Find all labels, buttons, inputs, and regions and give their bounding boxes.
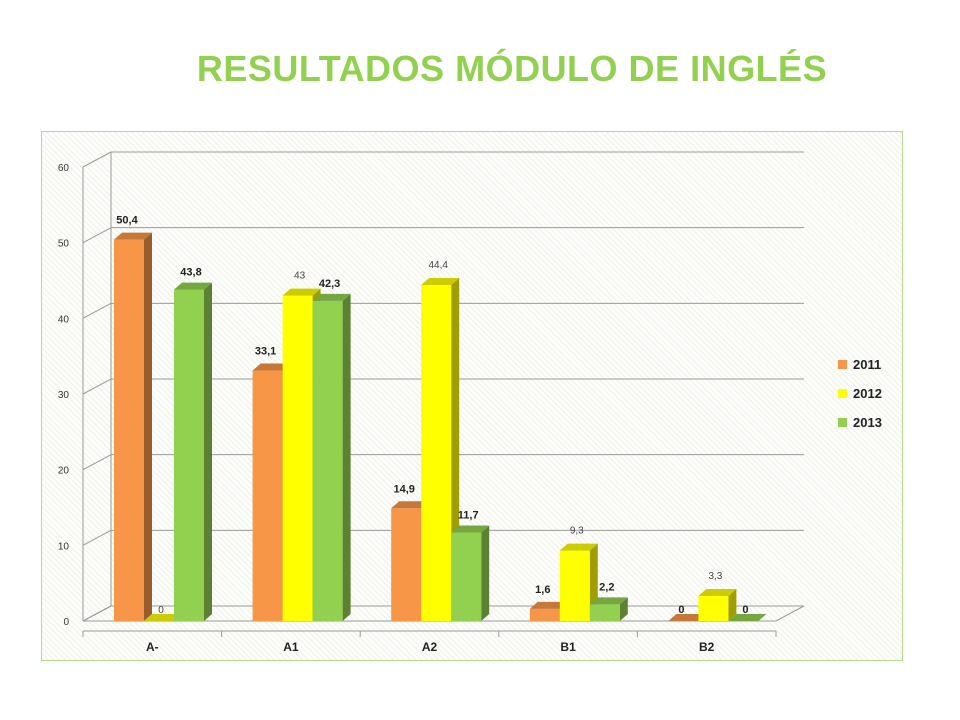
- y-tick-label: 0: [63, 617, 69, 628]
- legend-label-2011: 2011: [853, 357, 881, 372]
- bar-2011-B1: [529, 608, 560, 621]
- data-label-2011-A1: 33,1: [255, 346, 276, 358]
- data-label-2012-A-: 0: [158, 605, 164, 616]
- bar-top-2012-B1: [559, 543, 598, 551]
- bar-top-2011-A2: [391, 501, 430, 509]
- bar-2013-B1: [589, 604, 620, 621]
- bar-2012-B1: [559, 550, 590, 621]
- legend-label-2013: 2013: [853, 415, 882, 430]
- data-label-2013-B2: 0: [742, 604, 748, 616]
- y-tick-label: 20: [58, 466, 70, 477]
- bar-side-2013-A-: [204, 282, 212, 621]
- bar-top-2012-B2: [698, 589, 737, 597]
- data-label-2012-B2: 3,3: [708, 571, 722, 582]
- y-tick-label: 60: [58, 163, 70, 174]
- gridline-side: [82, 227, 112, 244]
- bar-top-2013-B1: [589, 597, 628, 605]
- bar-top-2013-A-: [174, 282, 212, 290]
- x-tick-label: A2: [422, 640, 438, 654]
- bar-2012-A1: [282, 295, 313, 621]
- x-tick-label: A-: [146, 640, 159, 654]
- bar-top-2013-B2: [728, 614, 767, 621]
- legend-swatch-2012: [838, 389, 847, 398]
- bar-2012-A2: [421, 285, 452, 621]
- page-title: RESULTADOS MÓDULO DE INGLÉS: [196, 48, 828, 89]
- data-label-2013-B1: 2,2: [599, 581, 614, 593]
- x-tick-label: B1: [560, 640, 576, 654]
- gridline-side: [82, 378, 112, 395]
- y-tick-label: 50: [58, 239, 70, 250]
- bar-top-2012-A2: [421, 278, 460, 286]
- bar-top-2011-B1: [529, 601, 568, 609]
- data-label-2011-B1: 1,6: [535, 584, 550, 596]
- bar-top-2012-A-: [144, 614, 182, 621]
- bar-side-2012-B2: [728, 589, 737, 621]
- bar-side-2013-A2: [481, 525, 490, 621]
- x-tick-label: A1: [283, 640, 299, 654]
- bar-side-2011-A-: [144, 232, 152, 621]
- x-tick-label: B2: [699, 640, 715, 654]
- bar-top-2011-B2: [668, 614, 707, 621]
- bar-side-2013-B1: [619, 597, 628, 621]
- data-label-2011-A-: 50,4: [116, 215, 138, 227]
- legend-swatch-2013: [838, 418, 847, 427]
- gridline-side: [82, 454, 112, 471]
- bar-2011-A2: [391, 508, 422, 621]
- data-label-2013-A-: 43,8: [180, 267, 201, 279]
- bar-2011-A1: [252, 370, 283, 621]
- bar-2013-A2: [451, 532, 482, 621]
- data-label-2011-B2: 0: [678, 604, 684, 616]
- bar-top-2011-A1: [252, 363, 291, 371]
- bar-2013-A-: [174, 289, 204, 621]
- bar-top-2011-A-: [114, 232, 152, 240]
- bar-2013-A1: [312, 300, 343, 621]
- data-label-2013-A1: 42,3: [319, 278, 340, 290]
- data-label-2012-A2: 44,4: [428, 260, 448, 271]
- gridline-side: [82, 529, 112, 546]
- data-label-2011-A2: 14,9: [393, 483, 414, 495]
- bar-2012-B2: [698, 596, 729, 621]
- legend-swatch-2011: [838, 360, 847, 369]
- bar-2011-A-: [114, 239, 144, 621]
- bar-top-2013-A1: [312, 293, 351, 301]
- legend-label-2012: 2012: [853, 386, 882, 401]
- bar-top-2013-A2: [451, 525, 490, 533]
- gridline-side: [82, 302, 112, 319]
- bar-top-2012-A1: [282, 288, 321, 296]
- data-label-2013-A2: 11,7: [458, 509, 479, 521]
- bar-side-2013-A1: [342, 293, 351, 621]
- data-label-2012-A1: 43: [294, 271, 306, 282]
- y-tick-label: 30: [58, 390, 70, 401]
- y-tick-label: 40: [58, 314, 70, 325]
- y-tick-label: 10: [58, 541, 70, 552]
- data-label-2012-B1: 9,3: [570, 526, 584, 537]
- gridline-side: [82, 151, 112, 168]
